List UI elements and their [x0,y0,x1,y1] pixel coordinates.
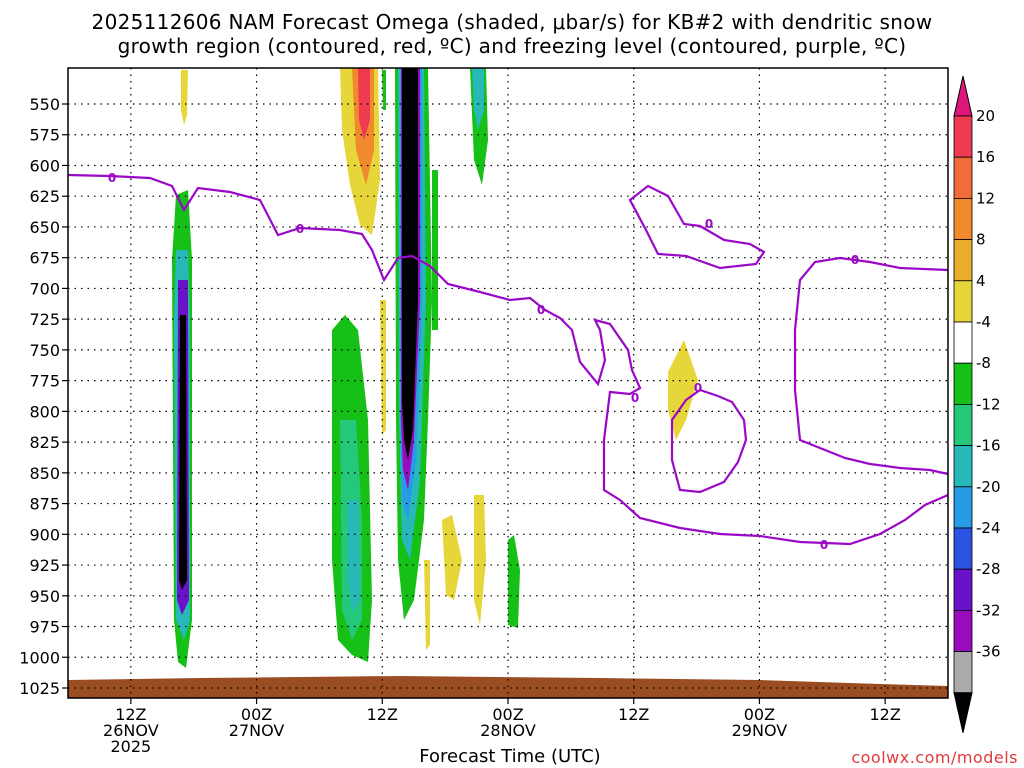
y-tick-label-625: 625 [29,187,60,206]
x-tick-date-3: 28NOV [480,721,536,740]
colorbar-label-5: -4 [976,313,991,331]
colorbar-label-2: 12 [976,189,995,207]
y-tick-label-725: 725 [29,310,60,329]
colorbar-swatch-0 [953,115,973,158]
y-tick-label-800: 800 [29,402,60,421]
freezing-label-2: 0 [296,222,304,236]
omega-yellow-patch-1 [442,515,462,600]
omega-green-streak-a [382,70,386,110]
freezing-label-7: 0 [851,253,859,267]
y-tick-label-575: 575 [29,126,60,145]
y-tick-label-675: 675 [29,249,60,268]
colorbar-label-10: -24 [976,519,1001,537]
x-tick-label-2: 12Z [367,705,398,724]
y-axis-ticks: 550 575 600 625 650 675 700 725 750 775 800 825 850 8… [19,95,68,698]
colorbar-swatch-9 [953,486,973,529]
freezing-label-4: 0 [631,391,639,405]
x-tick-date-5: 29NOV [732,721,788,740]
colorbar-label-3: 8 [976,231,986,249]
colorbar-label-0: 20 [976,107,995,125]
colorbar-label-11: -28 [976,560,1001,578]
y-tick-label-850: 850 [29,464,60,483]
x-axis-label: Forecast Time (UTC) [419,746,601,767]
omega-yellow-patch-2 [474,495,486,625]
colorbar-label-4: 4 [976,272,986,290]
colorbar-label-12: -32 [976,601,1001,619]
freezing-contour-2 [628,184,766,270]
y-tick-label-700: 700 [29,279,60,298]
omega-band-1-black [179,315,187,590]
omega-yellow-streak-a [380,300,386,435]
chart-title-line2: growth region (contoured, red, ºC) and f… [117,34,907,58]
x-tick-year-0: 2025 [110,737,151,756]
omega-band-2-cyan [348,500,360,612]
colorbar-label-1: 16 [976,148,995,166]
colorbar-label-9: -20 [976,478,1001,496]
y-tick-label-550: 550 [29,95,60,114]
freezing-contour-4 [793,256,949,476]
x-tick-label-6: 12Z [869,705,900,724]
y-tick-label-875: 875 [29,495,60,514]
x-tick-date-1: 27NOV [229,721,285,740]
freezing-level-contours: 0 0 0 0 0 0 0 0 [67,171,949,552]
x-tick-label-0: 12Z [115,705,146,724]
x-tick-date-0: 26NOV [103,721,159,740]
omega-green-streak-b [432,170,438,330]
colorbar-swatch-7 [953,403,973,446]
x-tick-label-1: 00Z [241,705,272,724]
colorbar-swatch-13 [953,651,973,694]
colorbar-label-8: -16 [976,437,1001,455]
omega-shading [172,68,698,668]
y-tick-label-975: 975 [29,618,60,637]
colorbar-swatch-8 [953,445,973,488]
y-tick-label-1025: 1025 [19,679,60,698]
colorbar-swatch-1 [953,156,973,199]
colorbar-swatch-11 [953,568,973,611]
omega-top-cyan-streak [472,68,484,130]
freezing-label-6: 0 [694,381,702,395]
freezing-contour-3 [670,388,748,494]
colorbar-swatch-6 [953,362,973,405]
colorbar-top-arrow [953,75,973,117]
colorbar-swatch-4 [953,280,973,323]
grid-lines [68,68,948,698]
colorbar-swatch-5 [953,321,973,364]
colorbar-bottom-arrow [953,692,973,733]
site-credit: coolwx.com/models [851,748,1018,767]
chart-title-line1: 2025112606 NAM Forecast Omega (shaded, μ… [91,10,933,34]
freezing-label-5: 0 [705,217,713,231]
freezing-contour-1 [67,173,949,546]
freezing-label-1: 0 [108,171,116,185]
colorbar-swatch-3 [953,239,973,282]
colorbar-swatch-2 [953,197,973,240]
colorbar-label-7: -12 [976,395,1001,413]
y-tick-label-600: 600 [29,156,60,175]
chart-title: 2025112606 NAM Forecast Omega (shaded, μ… [0,10,1024,58]
y-tick-label-775: 775 [29,372,60,391]
y-tick-label-650: 650 [29,218,60,237]
omega-yellow-top [181,70,188,125]
freezing-label-3: 0 [537,303,545,317]
freezing-label-8: 0 [820,538,828,552]
x-tick-label-5: 00Z [744,705,775,724]
colorbar-label-13: -36 [976,643,1001,661]
y-tick-label-925: 925 [29,556,60,575]
y-tick-label-1000: 1000 [19,648,60,667]
omega-upper-red [358,68,370,140]
y-tick-label-950: 950 [29,587,60,606]
omega-green-patch [508,535,520,628]
colorbar-label-6: -8 [976,354,991,372]
colorbar-swatch-10 [953,527,973,570]
omega-yellow-sliver [424,560,430,650]
colorbar: 20 16 12 8 4 -4 -8 -12 -16 -20 -24 -28 -32 -36 [953,75,1001,733]
x-tick-label-4: 12Z [618,705,649,724]
x-tick-label-3: 00Z [492,705,523,724]
y-tick-label-825: 825 [29,433,60,452]
colorbar-swatch-12 [953,610,973,653]
y-tick-label-750: 750 [29,341,60,360]
y-tick-label-900: 900 [29,525,60,544]
